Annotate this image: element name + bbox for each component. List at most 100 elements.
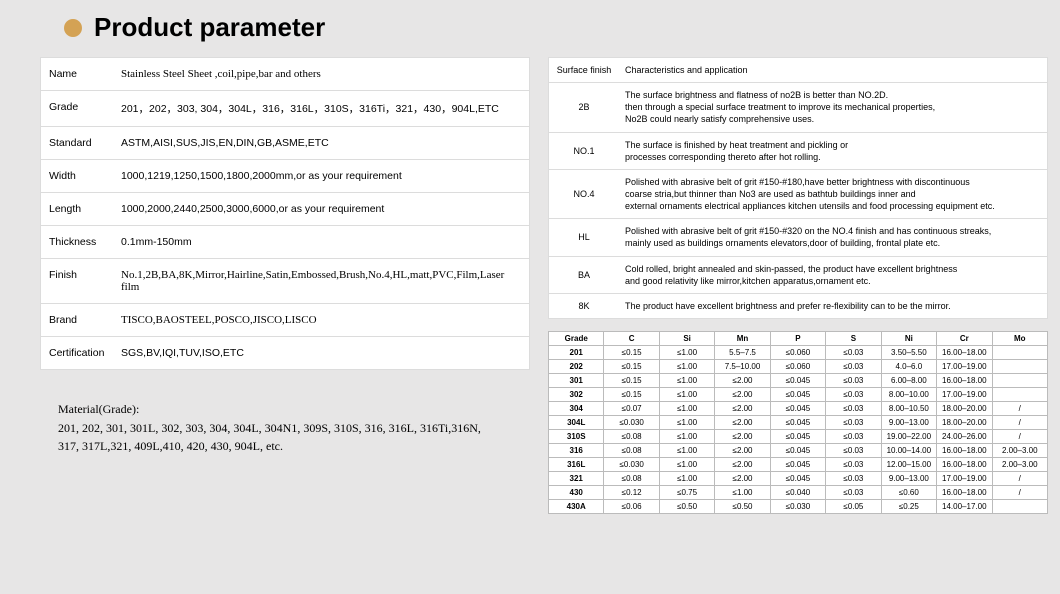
chem-cell: 304: [549, 401, 604, 415]
chem-cell: ≤0.08: [604, 429, 659, 443]
chem-cell: ≤2.00: [715, 415, 770, 429]
spec-row: StandardASTM,AISI,SUS,JIS,EN,DIN,GB,ASME…: [41, 127, 529, 160]
chem-row: 304L≤0.030≤1.00≤2.00≤0.045≤0.039.00–13.0…: [549, 415, 1048, 429]
chem-col-header: Mn: [715, 331, 770, 345]
chem-cell: [992, 387, 1048, 401]
chem-cell: ≤0.03: [826, 345, 881, 359]
surface-code: HL: [549, 219, 619, 255]
chem-cell: 6.00–8.00: [881, 373, 936, 387]
chem-cell: ≤0.12: [604, 485, 659, 499]
chem-cell: ≤0.03: [826, 415, 881, 429]
spec-table: NameStainless Steel Sheet ,coil,pipe,bar…: [40, 57, 530, 370]
chem-row: 430≤0.12≤0.75≤1.00≤0.040≤0.03≤0.6016.00–…: [549, 485, 1048, 499]
chem-cell: ≤0.03: [826, 373, 881, 387]
chem-cell: 4.0–6.0: [881, 359, 936, 373]
spec-value: No.1,2B,BA,8K,Mirror,Hairline,Satin,Embo…: [121, 259, 529, 303]
chem-cell: 3.50–5.50: [881, 345, 936, 359]
surface-row: NO.1The surface is finished by heat trea…: [549, 133, 1047, 170]
chem-cell: 321: [549, 471, 604, 485]
chem-cell: 9.00–13.00: [881, 471, 936, 485]
chem-cell: ≤0.045: [770, 471, 825, 485]
chem-cell: /: [992, 401, 1048, 415]
chem-cell: ≤2.00: [715, 387, 770, 401]
surface-code: NO.4: [549, 170, 619, 218]
chem-cell: /: [992, 485, 1048, 499]
chem-cell: /: [992, 429, 1048, 443]
chem-cell: ≤0.50: [715, 499, 770, 513]
chem-cell: ≤0.03: [826, 443, 881, 457]
chem-cell: 16.00–18.00: [937, 443, 992, 457]
chem-cell: [992, 373, 1048, 387]
chem-cell: ≤0.08: [604, 443, 659, 457]
chem-cell: ≤2.00: [715, 471, 770, 485]
surface-desc: The surface brightness and flatness of n…: [619, 83, 1047, 131]
chem-cell: 10.00–14.00: [881, 443, 936, 457]
chem-cell: ≤1.00: [659, 443, 714, 457]
spec-label: Width: [41, 160, 121, 192]
chem-cell: 16.00–18.00: [937, 457, 992, 471]
surface-desc: The product have excellent brightness an…: [619, 294, 1047, 318]
chem-cell: 302: [549, 387, 604, 401]
chem-cell: 18.00–20.00: [937, 401, 992, 415]
chem-cell: ≤0.045: [770, 373, 825, 387]
surface-row: HLPolished with abrasive belt of grit #1…: [549, 219, 1047, 256]
chem-cell: ≤0.045: [770, 401, 825, 415]
chem-cell: ≤0.03: [826, 429, 881, 443]
surface-desc: Cold rolled, bright annealed and skin-pa…: [619, 257, 1047, 293]
chem-cell: ≤1.00: [659, 457, 714, 471]
chem-cell: ≤0.03: [826, 485, 881, 499]
chem-cell: ≤0.03: [826, 471, 881, 485]
spec-row: BrandTISCO,BAOSTEEL,POSCO,JISCO,LISCO: [41, 304, 529, 337]
chem-cell: ≤0.08: [604, 471, 659, 485]
surface-head-row: Surface finishCharacteristics and applic…: [549, 58, 1047, 83]
spec-label: Thickness: [41, 226, 121, 258]
chem-col-header: Cr: [937, 331, 992, 345]
spec-row: Thickness0.1mm-150mm: [41, 226, 529, 259]
spec-value: 1000,1219,1250,1500,1800,2000mm,or as yo…: [121, 160, 529, 192]
chem-col-header: S: [826, 331, 881, 345]
chem-col-header: Ni: [881, 331, 936, 345]
surface-row: NO.4Polished with abrasive belt of grit …: [549, 170, 1047, 219]
chem-cell: [992, 499, 1048, 513]
chem-cell: ≤1.00: [659, 401, 714, 415]
chem-cell: ≤0.030: [770, 499, 825, 513]
chem-cell: 17.00–19.00: [937, 359, 992, 373]
chem-cell: ≤0.03: [826, 359, 881, 373]
chem-cell: ≤0.50: [659, 499, 714, 513]
chem-cell: ≤0.25: [881, 499, 936, 513]
chem-row: 316L≤0.030≤1.00≤2.00≤0.045≤0.0312.00–15.…: [549, 457, 1048, 471]
chem-row: 430A≤0.06≤0.50≤0.50≤0.030≤0.05≤0.2514.00…: [549, 499, 1048, 513]
chem-cell: /: [992, 415, 1048, 429]
chem-cell: ≤0.045: [770, 443, 825, 457]
chem-col-header: C: [604, 331, 659, 345]
chem-cell: ≤2.00: [715, 443, 770, 457]
chem-cell: 18.00–20.00: [937, 415, 992, 429]
spec-label: Length: [41, 193, 121, 225]
surface-row: BACold rolled, bright annealed and skin-…: [549, 257, 1047, 294]
spec-value: ASTM,AISI,SUS,JIS,EN,DIN,GB,ASME,ETC: [121, 127, 529, 159]
chem-cell: ≤2.00: [715, 401, 770, 415]
surface-desc: Polished with abrasive belt of grit #150…: [619, 219, 1047, 255]
chem-col-header: Si: [659, 331, 714, 345]
page-title-row: Product parameter: [64, 12, 1020, 43]
chem-cell: [992, 345, 1048, 359]
chem-cell: 430: [549, 485, 604, 499]
chem-cell: ≤1.00: [659, 471, 714, 485]
chem-cell: 12.00–15.00: [881, 457, 936, 471]
chem-cell: 316L: [549, 457, 604, 471]
spec-row: Length1000,2000,2440,2500,3000,6000,or a…: [41, 193, 529, 226]
spec-row: FinishNo.1,2B,BA,8K,Mirror,Hairline,Sati…: [41, 259, 529, 304]
chem-cell: 8.00–10.00: [881, 387, 936, 401]
spec-row: Grade201，202，303, 304，304L，316，316L，310S…: [41, 91, 529, 127]
chem-cell: ≤0.03: [826, 387, 881, 401]
chem-cell: ≤1.00: [659, 359, 714, 373]
chem-cell: ≤0.60: [881, 485, 936, 499]
spec-label: Grade: [41, 91, 121, 126]
spec-label: Standard: [41, 127, 121, 159]
chem-row: 321≤0.08≤1.00≤2.00≤0.045≤0.039.00–13.001…: [549, 471, 1048, 485]
chem-col-header: P: [770, 331, 825, 345]
spec-value: TISCO,BAOSTEEL,POSCO,JISCO,LISCO: [121, 304, 529, 336]
chem-cell: ≤1.00: [659, 345, 714, 359]
chem-col-header: Mo: [992, 331, 1048, 345]
chem-cell: ≤0.75: [659, 485, 714, 499]
